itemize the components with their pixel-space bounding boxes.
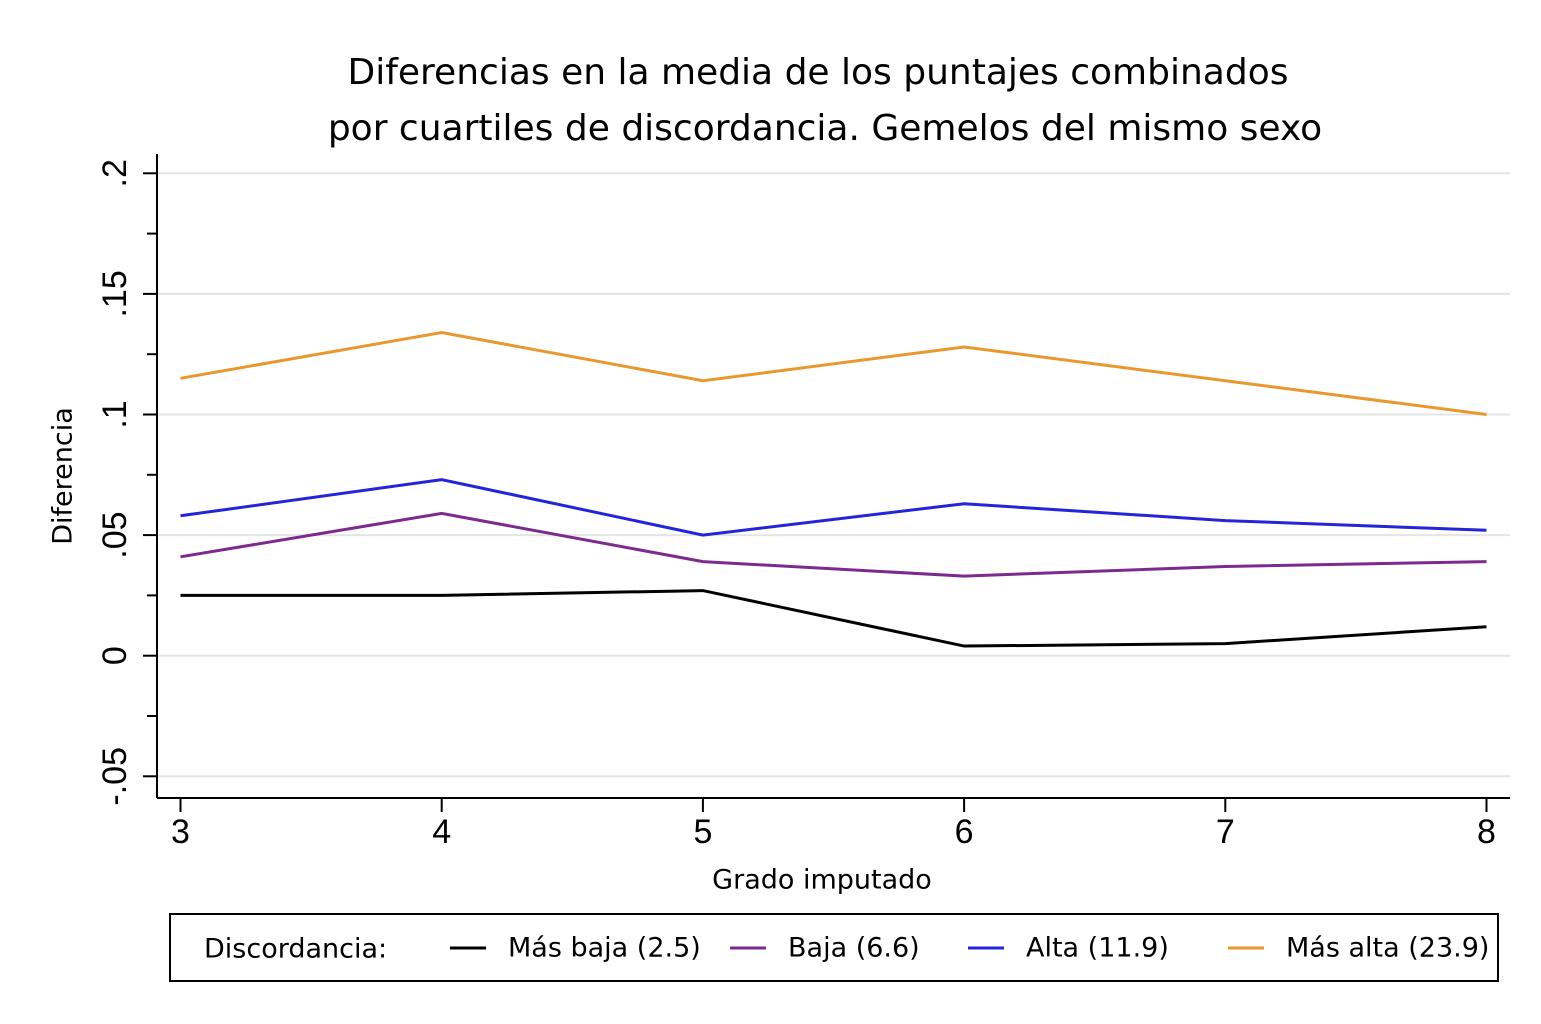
y-tick-label: .2 [96, 159, 134, 187]
x-tick-label: 5 [693, 813, 712, 851]
line-series [180, 511, 1487, 578]
x-tick-label: 7 [1216, 813, 1235, 851]
legend-label: Más baja (2.5) [508, 933, 701, 964]
legend-label: Más alta (23.9) [1286, 933, 1489, 964]
y-tick-label: .15 [96, 270, 134, 317]
legend-label: Alta (11.9) [1026, 933, 1169, 964]
chart-title: Diferencias en la media de los puntajes … [348, 52, 1289, 93]
legend-box [169, 913, 1499, 982]
y-tick-label: .05 [96, 511, 134, 558]
x-tick-label: 8 [1477, 813, 1496, 851]
x-axis-label: Grado imputado [712, 865, 932, 896]
y-tick-label: -.05 [96, 747, 134, 806]
x-tick-label: 6 [955, 813, 974, 851]
y-axis-label: Diferencia [48, 407, 79, 545]
y-tick-label: 0 [96, 646, 134, 665]
legend-title: Discordancia: [204, 934, 387, 965]
line-series [180, 330, 1487, 416]
x-tick-label: 3 [171, 813, 190, 851]
y-tick-label: .1 [96, 400, 134, 428]
line-series [180, 589, 1487, 648]
x-tick-label: 4 [432, 813, 451, 851]
legend-label: Baja (6.6) [788, 933, 920, 964]
chart-title: por cuartiles de discordancia. Gemelos d… [328, 108, 1322, 149]
line-series [180, 478, 1487, 537]
